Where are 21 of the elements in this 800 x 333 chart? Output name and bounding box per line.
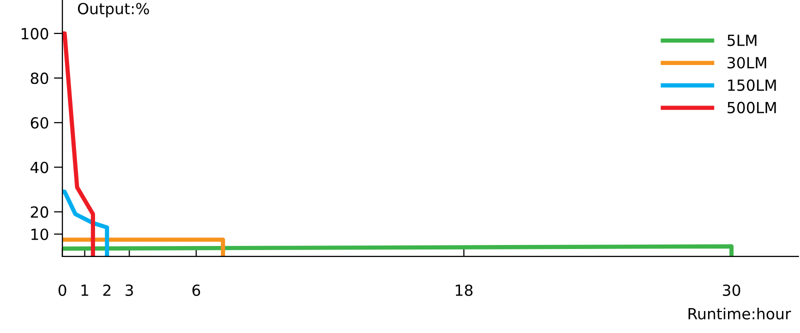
y-axis-title: Output:%: [78, 2, 150, 18]
x-axis-title: Runtime:hour: [688, 308, 792, 320]
x-tick-label: 2: [103, 284, 110, 296]
y-tick-label: 100: [22, 28, 48, 40]
legend-label: 150LM: [728, 79, 776, 91]
legend-label: 30LM: [728, 56, 766, 69]
y-tick-label: 60: [30, 117, 48, 129]
y-tick-label: 40: [30, 162, 48, 174]
line-series: [62, 31, 96, 256]
x-tick-label: 6: [192, 284, 200, 296]
x-tick-label: 1: [82, 284, 88, 296]
x-tick-label: 0: [58, 284, 66, 296]
legend-label: 500LM: [728, 102, 776, 114]
x-tick-label: 18: [456, 284, 473, 296]
y-tick-label: 10: [31, 228, 48, 240]
line-series: [62, 190, 110, 256]
legend-label: 5LM: [728, 34, 756, 46]
y-tick-label: 20: [30, 206, 48, 218]
x-tick-label: 3: [126, 284, 133, 296]
y-tick-label: 80: [30, 72, 48, 84]
x-tick-label: 30: [722, 284, 740, 296]
